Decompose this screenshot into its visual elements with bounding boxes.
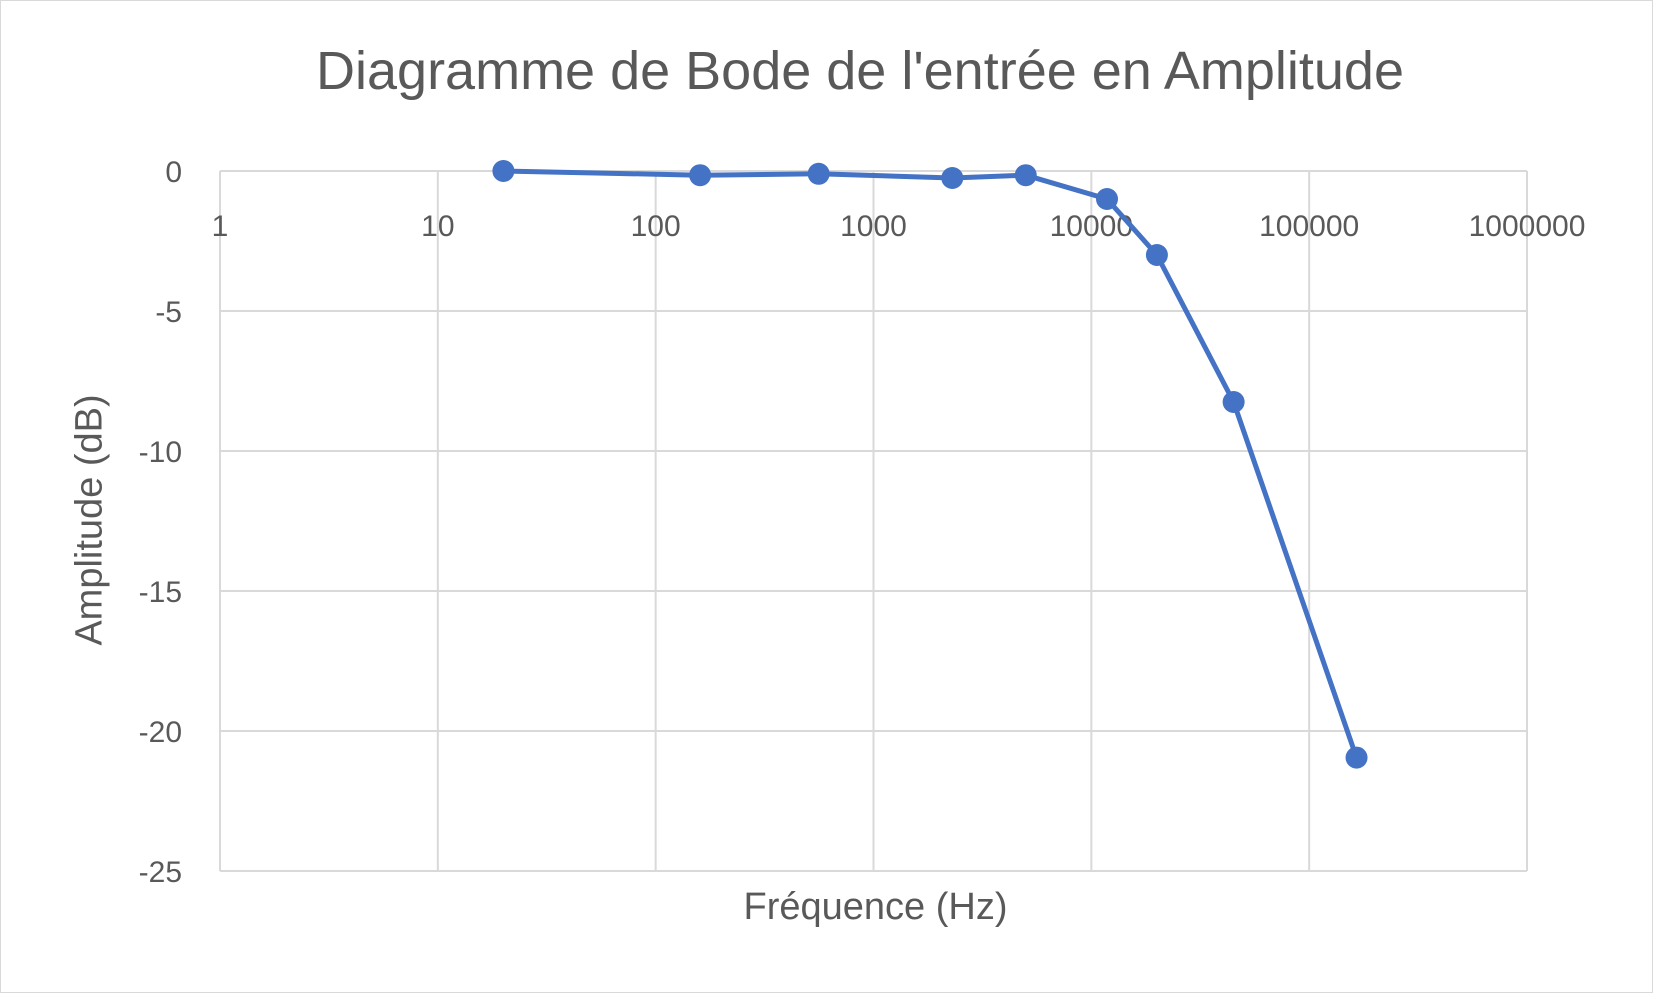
x-tick-label: 1 [212, 210, 229, 243]
y-tick-label: -5 [155, 296, 182, 329]
data-point [807, 162, 830, 185]
data-point [492, 160, 515, 182]
y-tick-label: -10 [139, 436, 182, 469]
data-point [1014, 164, 1037, 187]
y-tick-label: -25 [139, 856, 182, 889]
x-tick-label: 100 [631, 210, 681, 243]
data-point [941, 167, 964, 189]
data-point [1345, 746, 1368, 769]
x-tick-label: 100000 [1259, 210, 1359, 243]
series-line [503, 168, 1359, 759]
y-tick-label: -20 [139, 716, 182, 749]
chart-title: Diagramme de Bode de l'entrée en Amplitu… [316, 41, 1404, 101]
x-axis-label: Fréquence (Hz) [743, 886, 1008, 928]
x-tick-label: 10 [421, 210, 454, 243]
data-point [689, 164, 712, 187]
data-point [1095, 188, 1118, 210]
y-tick-label: -15 [139, 576, 182, 609]
x-tick-label: 1000 [840, 210, 907, 243]
data-point [1145, 244, 1168, 266]
y-axis-label: Amplitude (dB) [68, 394, 111, 646]
y-tick-label: 0 [165, 156, 182, 189]
data-point [1222, 391, 1245, 413]
x-tick-label: 1000000 [1469, 210, 1586, 243]
